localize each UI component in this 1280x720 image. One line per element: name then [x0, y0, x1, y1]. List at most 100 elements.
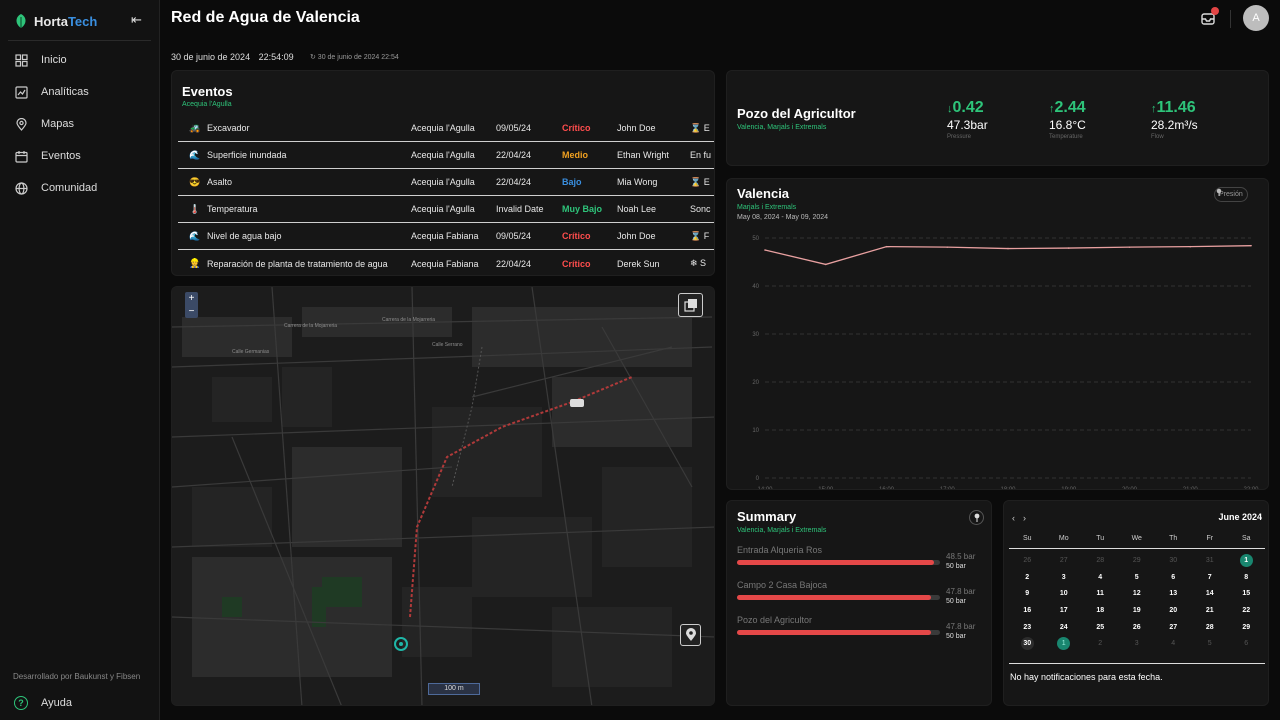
zoom-out-button[interactable]: − [188, 306, 195, 317]
calendar-day[interactable]: 29 [1228, 619, 1265, 636]
calendar-day[interactable]: 17 [1046, 602, 1083, 619]
calendar-day[interactable]: 2 [1082, 635, 1119, 652]
calendar-day[interactable]: 21 [1192, 602, 1229, 619]
calendar-day[interactable]: 27 [1155, 619, 1192, 636]
calendar-day-number: 2 [1025, 573, 1030, 581]
event-type-icon: 🌊 [189, 149, 201, 160]
calendar-day[interactable]: 7 [1192, 569, 1229, 586]
chevron-left-icon[interactable]: ‹ [1012, 513, 1015, 523]
data-point [885, 245, 888, 248]
sidebar-item-eventos[interactable]: Eventos [0, 140, 159, 172]
table-row[interactable]: 👷 Reparación de planta de tratamiento de … [178, 250, 714, 275]
calendar-day[interactable]: 31 [1192, 552, 1229, 569]
table-row[interactable]: 🌡️ Temperatura Acequia l'Agulla Invalid Dat… [178, 196, 714, 223]
x-tick-label: 21:00 [1183, 487, 1199, 490]
calendar-day[interactable]: 4 [1155, 635, 1192, 652]
calendar-day[interactable]: 18 [1082, 602, 1119, 619]
location-marker[interactable] [394, 637, 408, 651]
calendar-day[interactable]: 3 [1119, 635, 1156, 652]
calendar-day[interactable]: 14 [1192, 585, 1229, 602]
calendar-day[interactable]: 19 [1119, 602, 1156, 619]
calendar-day[interactable]: 9 [1009, 585, 1046, 602]
calendar-day[interactable]: 30 [1155, 552, 1192, 569]
calendar-day[interactable]: 10 [1046, 585, 1083, 602]
event-severity: Muy Bajo [562, 204, 603, 214]
summary-item: Entrada Alqueria Ros 48.5 bar 50 bar [737, 545, 987, 570]
calendar-day[interactable]: 8 [1228, 569, 1265, 586]
chevron-right-icon[interactable]: › [1023, 513, 1026, 523]
layers-button[interactable] [678, 293, 703, 317]
calendar-day[interactable]: 1 [1046, 635, 1083, 652]
calendar-day[interactable]: 28 [1082, 552, 1119, 569]
calendar-day[interactable]: 6 [1155, 569, 1192, 586]
arrow-up-icon: ↑ [1049, 103, 1055, 115]
sidebar-item-analiticas[interactable]: Analíticas [0, 76, 159, 108]
event-location: Acequia l'Agulla [411, 150, 475, 160]
data-point [946, 246, 949, 248]
map-canvas[interactable] [172, 287, 715, 706]
calendar-day[interactable]: 1 [1228, 552, 1265, 569]
calendar-day[interactable]: 23 [1009, 619, 1046, 636]
event-type-icon: 😎 [189, 176, 201, 187]
calendar-day[interactable]: 11 [1082, 585, 1119, 602]
calendar-day[interactable]: 3 [1046, 569, 1083, 586]
metric-value: 47.3bar [947, 118, 988, 132]
calendar-day[interactable]: 27 [1046, 552, 1083, 569]
y-tick-label: 40 [752, 284, 759, 290]
table-row[interactable]: 😎 Asalto Acequia l'Agulla 22/04/24 Bajo Mia W… [178, 169, 714, 196]
sidebar-item-comunidad[interactable]: Comunidad [0, 172, 159, 204]
metric-toggle[interactable]: Presión [1214, 187, 1248, 202]
calendar-day[interactable]: 20 [1155, 602, 1192, 619]
map-card[interactable]: Carrera de la Mojarreria Carrera de la M… [171, 286, 715, 706]
calendar-day-number: 6 [1171, 573, 1176, 581]
table-row[interactable]: 🚜 Excavador Acequia l'Agulla 09/05/24 Crític… [178, 115, 714, 142]
summary-pin-button[interactable] [969, 510, 984, 525]
y-tick-label: 30 [752, 332, 759, 338]
calendar-day[interactable]: 12 [1119, 585, 1156, 602]
zoom-in-button[interactable]: + [188, 293, 195, 304]
notifications-button[interactable] [1200, 7, 1219, 26]
x-tick-label: 20:00 [1122, 487, 1138, 490]
summary-item-value: 48.5 bar [946, 552, 976, 561]
sidebar-item-mapas[interactable]: Mapas [0, 108, 159, 140]
event-date: Invalid Date [496, 204, 544, 214]
avatar[interactable]: A [1243, 5, 1269, 31]
weekday-label: We [1131, 535, 1142, 542]
calendar-day[interactable]: 6 [1228, 635, 1265, 652]
locate-pin-button[interactable] [680, 624, 701, 646]
calendar-day-number: 30 [1020, 637, 1034, 651]
calendar-day[interactable]: 2 [1009, 569, 1046, 586]
calendar-day-number: 21 [1205, 606, 1214, 614]
x-tick-label: 16:00 [879, 487, 895, 490]
calendar-day[interactable]: 5 [1119, 569, 1156, 586]
brand-logo[interactable]: Horta Tech [14, 11, 97, 31]
table-row[interactable]: 🌊 Superficie inundada Acequia l'Agulla 22/0… [178, 142, 714, 169]
calendar-day[interactable]: 16 [1009, 602, 1046, 619]
calendar-day[interactable]: 25 [1082, 619, 1119, 636]
last-refresh[interactable]: ↻ 30 de junio de 2024 22:54 [310, 54, 399, 61]
table-row[interactable]: 🌊 Nivel de agua bajo Acequia Fabiana 09/05/… [178, 223, 714, 250]
calendar-day[interactable]: 22 [1228, 602, 1265, 619]
calendar-day[interactable]: 28 [1192, 619, 1229, 636]
help-link[interactable]: ? Ayuda [14, 696, 72, 710]
collapse-sidebar-icon[interactable]: ⇤ [131, 12, 142, 27]
events-card: Eventos Acequia l'Agulla 🚜 Excavador Acequ… [171, 70, 715, 276]
calendar-day[interactable]: 24 [1046, 619, 1083, 636]
event-status: ⌛ F [690, 230, 710, 241]
metric-flow: ↑11.46 28.2m³/s Flow [1151, 99, 1198, 140]
calendar-day[interactable]: 4 [1082, 569, 1119, 586]
calendar-day[interactable]: 15 [1228, 585, 1265, 602]
metric-value: 16.8°C [1049, 118, 1086, 132]
sidebar-item-inicio[interactable]: Inicio [0, 44, 159, 76]
current-datetime: 30 de junio de 2024 22:54:09 [171, 52, 300, 62]
events-title: Eventos [182, 84, 233, 99]
calendar-day[interactable]: 26 [1119, 619, 1156, 636]
calendar-day[interactable]: 13 [1155, 585, 1192, 602]
calendar-divider [1009, 663, 1265, 664]
calendar-day-number: 24 [1059, 623, 1068, 631]
calendar-day[interactable]: 5 [1192, 635, 1229, 652]
calendar-day-number: 1 [1057, 637, 1071, 651]
calendar-day[interactable]: 30 [1009, 635, 1046, 652]
calendar-day[interactable]: 29 [1119, 552, 1156, 569]
calendar-day[interactable]: 26 [1009, 552, 1046, 569]
